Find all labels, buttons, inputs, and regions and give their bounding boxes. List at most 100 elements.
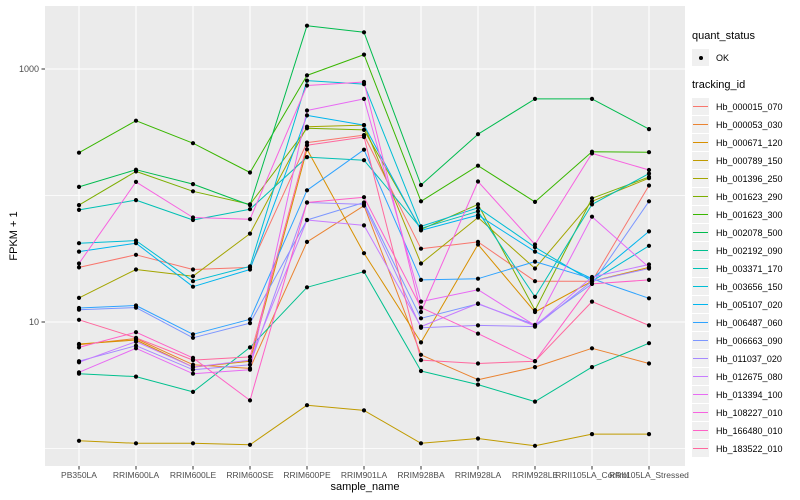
x-axis-title: sample_name [330, 481, 400, 493]
data-point [76, 341, 82, 347]
data-point [475, 377, 481, 382]
legend-key-swatch [692, 206, 709, 223]
legend-item-label: Hb_183522_010 [716, 443, 783, 454]
legend-key-swatch [692, 422, 709, 439]
data-point [304, 126, 310, 131]
legend-item-label: Hb_005107_020 [716, 299, 783, 310]
data-point [304, 78, 310, 83]
data-point [589, 214, 595, 219]
legend-key-swatch [692, 404, 709, 421]
legend-line-icon [693, 213, 708, 216]
data-point [190, 441, 196, 446]
legend-item-label: Hb_003371_170 [716, 263, 783, 274]
legend-item-Hb_183522_010: Hb_183522_010 [692, 440, 783, 457]
legend-key-swatch [692, 170, 709, 187]
data-point [589, 196, 595, 201]
x-tick-label: RRIM600SE [226, 470, 274, 480]
data-point [247, 367, 253, 372]
data-point [475, 242, 481, 247]
legend-line-icon [693, 357, 708, 360]
data-point [532, 294, 538, 299]
data-point [475, 301, 481, 306]
legend-item-label: Hb_011037_020 [716, 353, 782, 364]
legend-item-Hb_001623_290: Hb_001623_290 [692, 188, 783, 205]
data-point [361, 30, 367, 35]
data-point [133, 118, 139, 123]
data-point [304, 83, 310, 88]
data-point [361, 79, 367, 85]
data-point [247, 207, 253, 212]
data-point [646, 167, 652, 173]
data-point [589, 432, 595, 437]
data-point [418, 305, 424, 310]
legend-key-swatch [692, 314, 709, 331]
data-point [475, 202, 481, 207]
data-point [475, 132, 481, 137]
plot-panel [45, 6, 685, 466]
data-point [247, 264, 253, 269]
data-point [361, 223, 367, 228]
data-point [589, 365, 595, 370]
legend-item-label: Hb_002078_500 [716, 227, 783, 238]
data-point [646, 150, 652, 155]
data-point [247, 231, 253, 236]
legend-line-icon [693, 195, 708, 198]
data-point [361, 123, 367, 128]
data-point [76, 265, 82, 270]
legend-item-label: Hb_000789_150 [716, 155, 783, 166]
data-point [190, 279, 196, 284]
x-tick-label: PB350LA [61, 470, 97, 480]
data-point [589, 96, 595, 101]
data-point [304, 200, 310, 205]
data-point [646, 323, 652, 328]
data-point [247, 321, 253, 326]
data-point [361, 52, 367, 57]
legend-line-icon [693, 393, 708, 396]
legend-key-swatch [692, 386, 709, 403]
data-point [475, 287, 481, 292]
legend-item-Hb_002192_090: Hb_002192_090 [692, 242, 783, 259]
data-point [133, 441, 139, 446]
data-point [190, 332, 196, 337]
data-point [418, 224, 424, 229]
data-point [133, 305, 139, 310]
data-point [190, 335, 196, 340]
data-point [304, 239, 310, 244]
data-point [589, 151, 595, 156]
legend-key-swatch [692, 260, 709, 277]
data-point [190, 365, 196, 370]
data-point [532, 199, 538, 204]
data-point [475, 382, 481, 387]
data-point [418, 261, 424, 266]
data-point [418, 246, 424, 251]
data-point [190, 267, 196, 272]
data-point [190, 189, 196, 194]
data-point [76, 307, 82, 312]
legend-key-swatch [692, 152, 709, 169]
data-point [589, 199, 595, 204]
legend-key-swatch [692, 332, 709, 349]
legend-key-swatch [692, 116, 709, 133]
data-point [646, 432, 652, 437]
data-point [475, 179, 481, 184]
legend-item-label: Hb_006663_090 [716, 335, 783, 346]
data-point [304, 108, 310, 113]
legend-line-icon [693, 231, 708, 234]
data-point [190, 215, 196, 220]
data-point [475, 205, 481, 210]
data-point [532, 259, 538, 264]
data-point [76, 203, 82, 208]
data-point [361, 134, 367, 140]
data-point [475, 213, 481, 218]
data-point [76, 295, 82, 300]
legend-key-swatch [692, 134, 709, 151]
data-point [304, 285, 310, 290]
data-point [361, 127, 367, 132]
y-axis-title: FPKM + 1 [8, 211, 20, 261]
legend-key-swatch [692, 440, 709, 457]
data-point [418, 358, 424, 363]
legend-line-icon [693, 177, 708, 180]
data-point [76, 184, 82, 189]
legend-key-swatch [692, 98, 709, 115]
